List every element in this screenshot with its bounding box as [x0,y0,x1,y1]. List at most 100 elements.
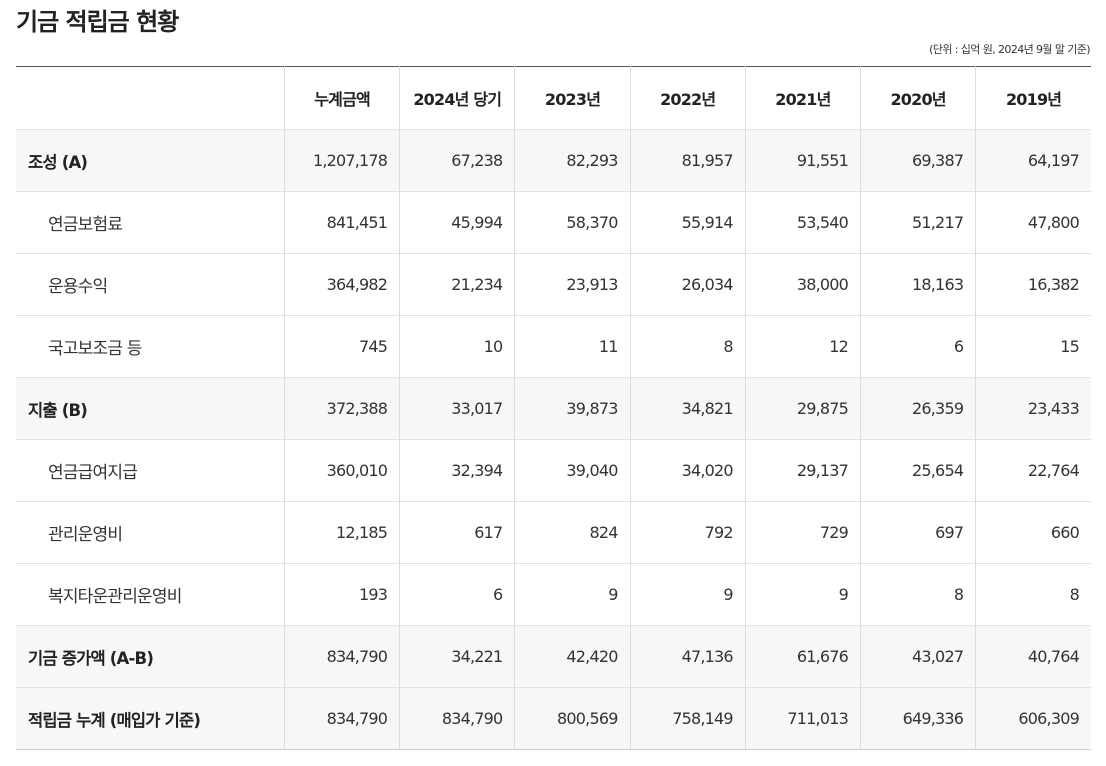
table-cell: 69,387 [859,129,976,192]
table-row: 국고보조금 등 745 10 11 8 12 6 15 [16,315,1091,378]
table-cell: 40,764 [975,625,1091,688]
table-cell: 81,957 [629,129,746,192]
table-cell: 9 [744,563,861,626]
row-label: 지출 (B) [16,377,285,440]
table-cell: 745 [283,315,400,378]
table-row: 운용수익 364,982 21,234 23,913 26,034 38,000 18,16… [16,253,1091,316]
row-label: 운용수익 [16,253,285,316]
table-cell: 64,197 [975,129,1091,192]
table-row-group: 조성 (A) 1,207,178 67,238 82,293 81,957 91,551 6… [16,129,1091,192]
row-label: 기금 증가액 (A-B) [16,625,285,688]
table-cell: 841,451 [283,191,400,254]
table-cell: 6 [859,315,976,378]
table-body: 조성 (A) 1,207,178 67,238 82,293 81,957 91,551 6… [16,129,1091,750]
table-cell: 758,149 [629,687,746,750]
table-cell: 364,982 [283,253,400,316]
table-cell: 660 [975,501,1091,564]
row-label: 연금급여지급 [16,439,285,502]
table-cell: 67,238 [399,129,515,192]
table-cell: 6 [399,563,515,626]
table-cell: 16,382 [975,253,1091,316]
table-cell: 23,433 [975,377,1091,440]
table-cell: 834,790 [283,625,400,688]
table-cell: 193 [283,563,400,626]
table-cell: 800,569 [514,687,631,750]
row-label: 관리운영비 [16,501,285,564]
table-cell: 32,394 [399,439,515,502]
table-cell: 372,388 [283,377,400,440]
table-cell: 29,875 [744,377,861,440]
table-cell: 12 [744,315,861,378]
row-label: 적립금 누계 (매입가 기준) [16,687,285,750]
header-row: 누계금액 2024년 당기 2023년 2022년 2021년 2020년 2019년 [16,66,1091,130]
table-cell: 42,420 [514,625,631,688]
table-row: 복지타운관리운영비 193 6 9 9 9 8 8 [16,563,1091,626]
table-row: 연금급여지급 360,010 32,394 39,040 34,020 29,137 25,… [16,439,1091,502]
table-cell: 33,017 [399,377,515,440]
table-cell: 8 [975,563,1091,626]
table-cell: 45,994 [399,191,515,254]
table-cell: 55,914 [629,191,746,254]
table-cell: 9 [514,563,631,626]
table-cell: 9 [629,563,746,626]
table-cell: 34,020 [629,439,746,502]
table-cell: 8 [859,563,976,626]
row-label: 국고보조금 등 [16,315,285,378]
table-cell: 58,370 [514,191,631,254]
header-cumulative: 누계금액 [283,66,400,130]
header-2020: 2020년 [859,66,976,130]
table-cell: 18,163 [859,253,976,316]
row-label: 복지타운관리운영비 [16,563,285,626]
table-row-group: 적립금 누계 (매입가 기준) 834,790 834,790 800,569 758,… [16,687,1091,750]
header-2022: 2022년 [629,66,746,130]
table-cell: 792 [629,501,746,564]
table-cell: 61,676 [744,625,861,688]
table-cell: 10 [399,315,515,378]
table-cell: 39,873 [514,377,631,440]
table-cell: 25,654 [859,439,976,502]
table-cell: 29,137 [744,439,861,502]
table-row-group: 기금 증가액 (A-B) 834,790 34,221 42,420 47,136 61,… [16,625,1091,688]
table-cell: 711,013 [744,687,861,750]
table-cell: 617 [399,501,515,564]
table-cell: 39,040 [514,439,631,502]
table-cell: 1,207,178 [283,129,400,192]
table-cell: 26,034 [629,253,746,316]
row-label: 연금보험료 [16,191,285,254]
table-cell: 51,217 [859,191,976,254]
table-cell: 360,010 [283,439,400,502]
table-cell: 15 [975,315,1091,378]
table-cell: 649,336 [859,687,976,750]
table-cell: 47,800 [975,191,1091,254]
table-cell: 34,221 [399,625,515,688]
table-row: 연금보험료 841,451 45,994 58,370 55,914 53,540 51,2… [16,191,1091,254]
table-cell: 834,790 [283,687,400,750]
row-label: 조성 (A) [16,129,285,192]
table-cell: 47,136 [629,625,746,688]
table-cell: 43,027 [859,625,976,688]
table-cell: 53,540 [744,191,861,254]
table-row: 관리운영비 12,185 617 824 792 729 697 660 [16,501,1091,564]
table-cell: 91,551 [744,129,861,192]
page-title: 기금 적립금 현황 [16,8,179,36]
table-cell: 11 [514,315,631,378]
table-header: 누계금액 2024년 당기 2023년 2022년 2021년 2020년 2019년 [16,66,1091,130]
table-cell: 34,821 [629,377,746,440]
table-cell: 21,234 [399,253,515,316]
header-2024-current: 2024년 당기 [399,66,515,130]
table-cell: 26,359 [859,377,976,440]
fund-reserve-table: 누계금액 2024년 당기 2023년 2022년 2021년 2020년 2019년 조성… [16,66,1091,750]
table-cell: 834,790 [399,687,515,750]
table-cell: 12,185 [283,501,400,564]
table-cell: 38,000 [744,253,861,316]
table-cell: 8 [629,315,746,378]
table-cell: 23,913 [514,253,631,316]
table-cell: 824 [514,501,631,564]
table-cell: 22,764 [975,439,1091,502]
unit-note: (단위 : 십억 원, 2024년 9월 말 기준) [929,43,1090,56]
header-2023: 2023년 [514,66,631,130]
header-2019: 2019년 [975,66,1091,130]
table-row-group: 지출 (B) 372,388 33,017 39,873 34,821 29,875 26,… [16,377,1091,440]
table-cell: 606,309 [975,687,1091,750]
header-corner [16,66,285,130]
